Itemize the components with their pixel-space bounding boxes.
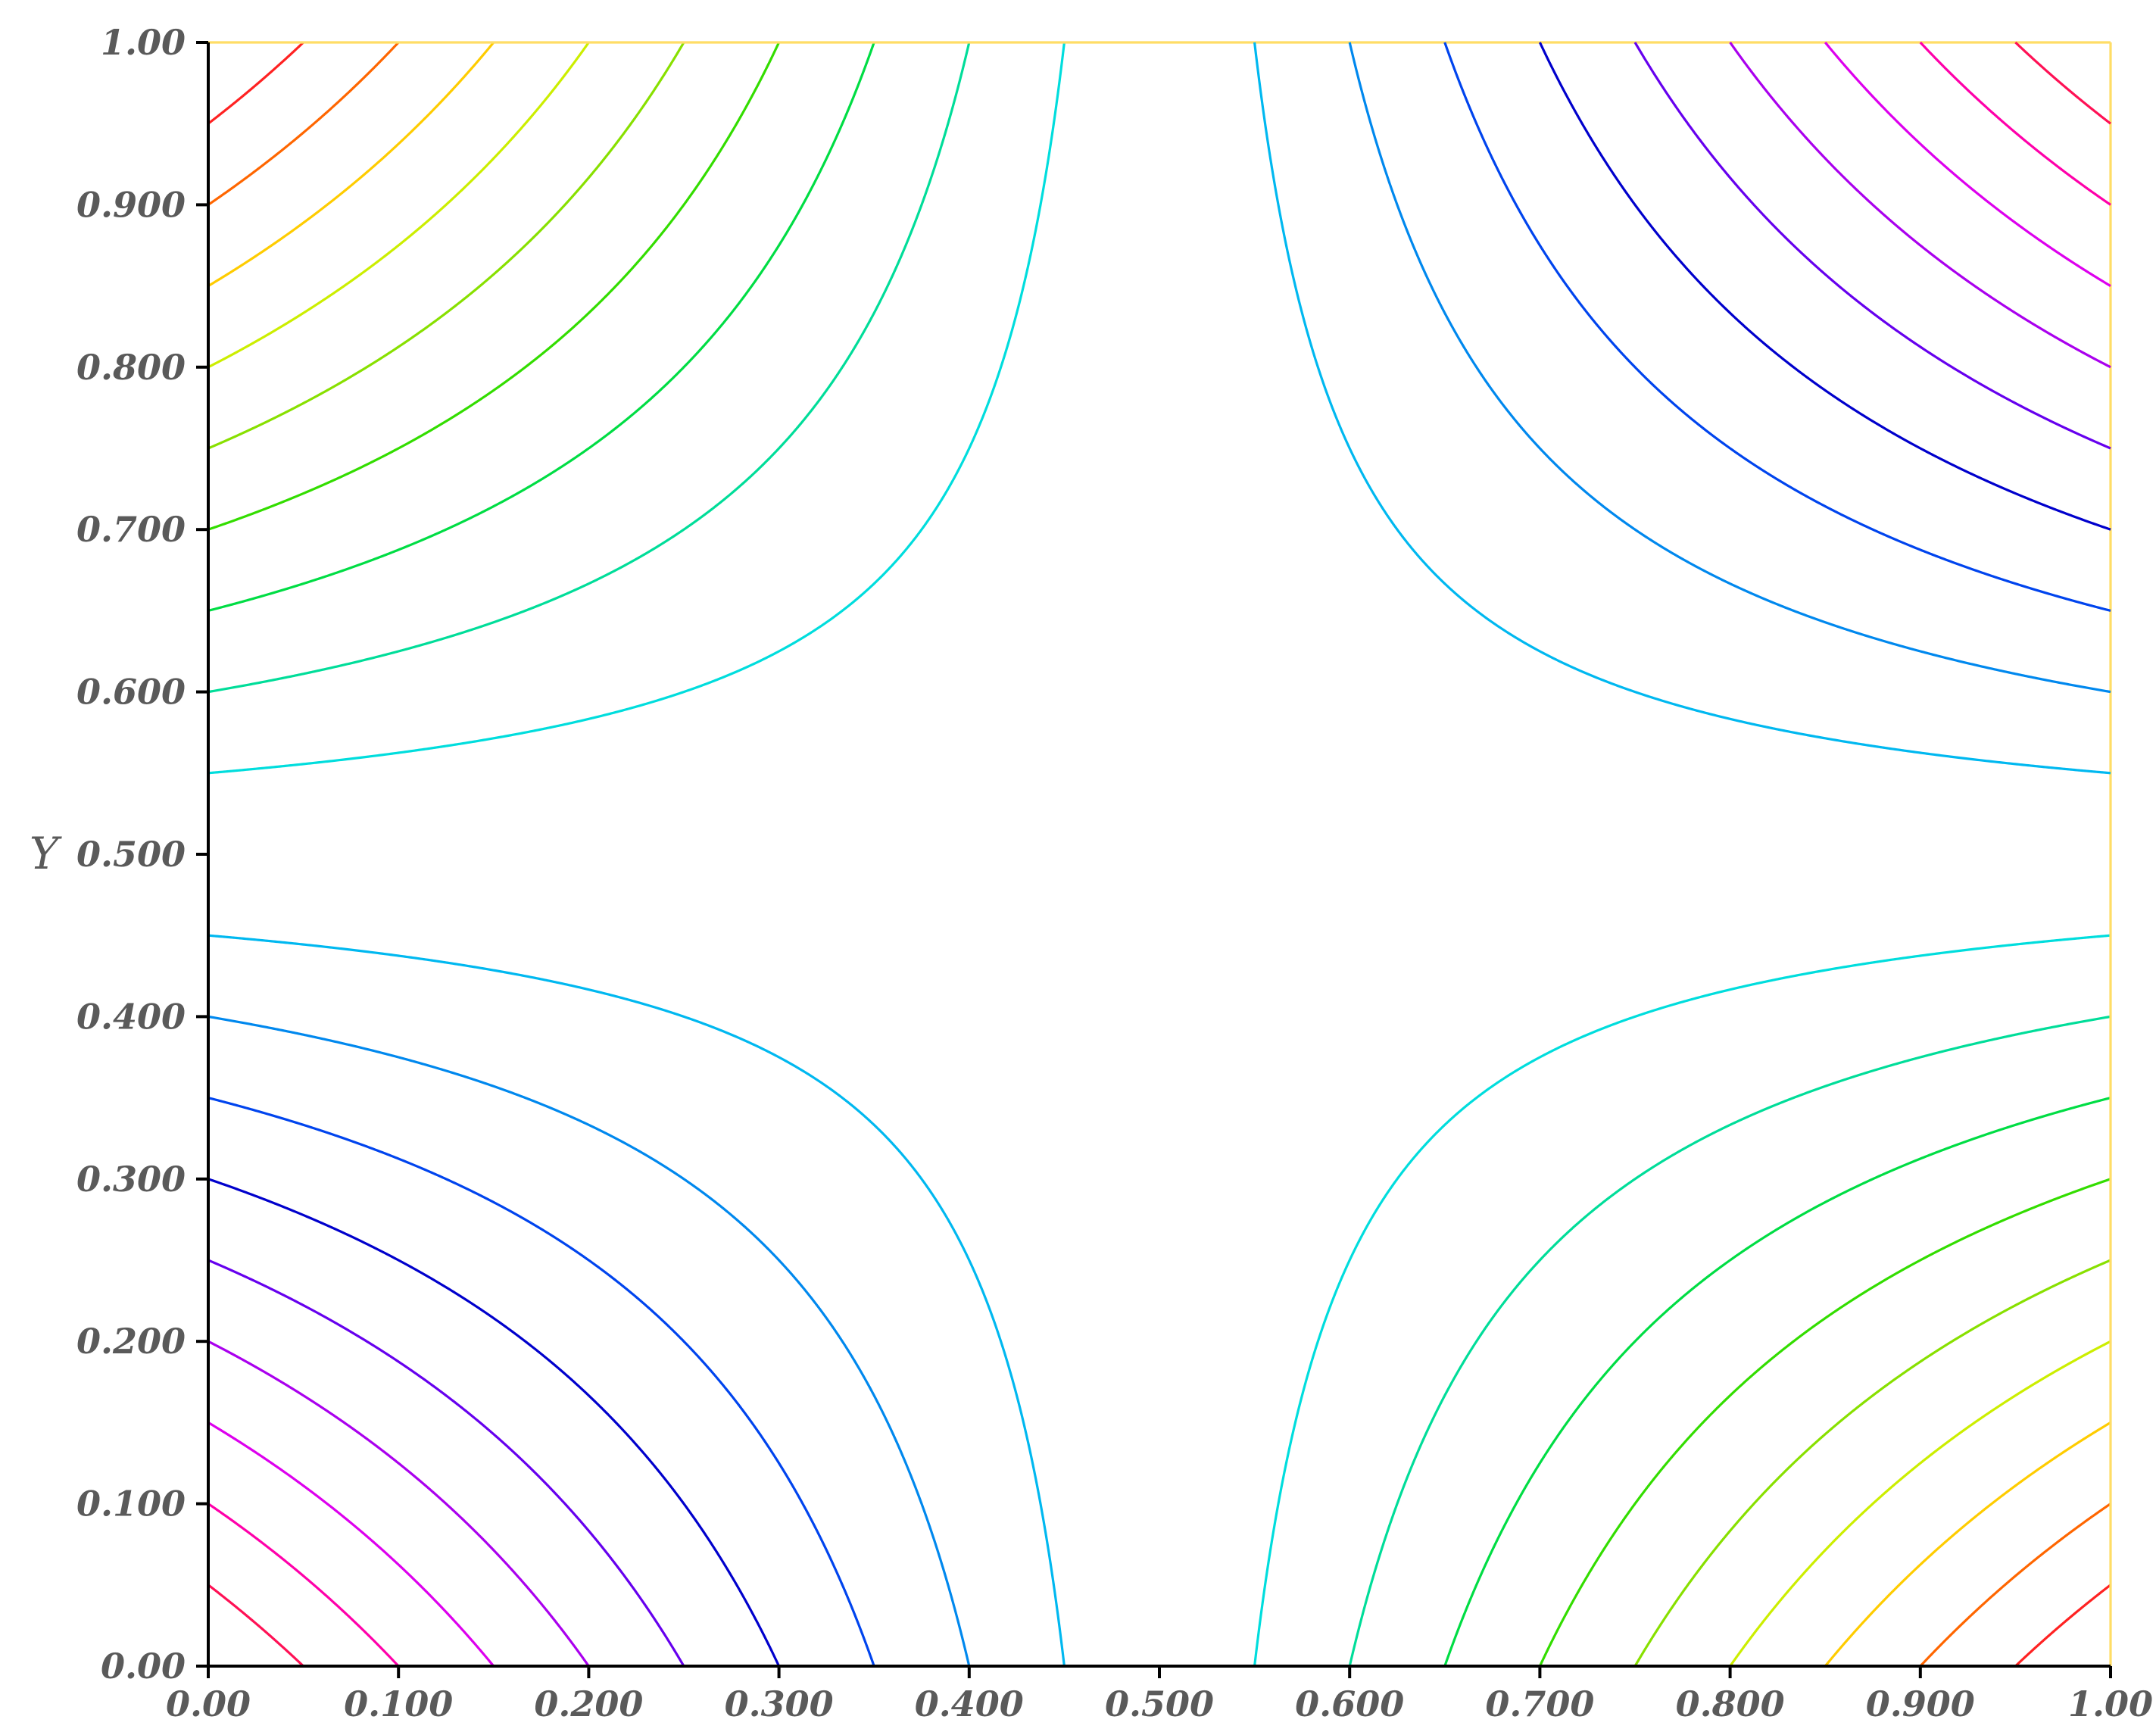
y-tick-label: 0.900 (76, 184, 186, 225)
y-tick-label: 0.300 (76, 1159, 186, 1200)
contour-line (1633, 42, 2111, 450)
contour-line (1443, 1097, 2111, 1667)
contour-line (207, 42, 781, 531)
contour-line (1253, 934, 2111, 1667)
contour-line (207, 42, 971, 694)
contour-line (1538, 1178, 2111, 1667)
axes (207, 42, 2111, 1668)
contour-lines (207, 41, 2112, 1668)
x-axis-ticks: 0.00 0.100 0.200 0.300 0.400 0.500 0.600 0.700 0… (166, 1666, 2153, 1724)
contour-line (207, 1340, 590, 1667)
x-tick-label: 0.800 (1676, 1684, 1785, 1724)
y-tick-label: 0.600 (76, 672, 186, 713)
contour-line (207, 41, 495, 287)
contour-line (1919, 41, 2111, 206)
y-tick-label: 0.500 (76, 834, 186, 875)
contour-line (1348, 1015, 2111, 1667)
y-axis-title: Y (30, 828, 62, 879)
contour-line (207, 1421, 495, 1668)
x-tick-label: 0.500 (1105, 1684, 1214, 1724)
y-tick-label: 0.00 (101, 1646, 186, 1687)
y-tick-label: 0.200 (76, 1321, 186, 1362)
y-axis-ticks: 0.00 0.100 0.200 0.300 0.400 0.500 0.600 0.700 0… (76, 22, 208, 1687)
y-tick-label: 0.800 (76, 347, 186, 388)
x-tick-label: 0.100 (344, 1684, 453, 1724)
contour-line (207, 41, 400, 206)
contour-line (207, 1259, 685, 1667)
contour-line (1824, 41, 2111, 287)
y-tick-label: 0.100 (76, 1484, 186, 1524)
contour-line (207, 42, 590, 369)
contour-line (1729, 42, 2111, 369)
contour-line (207, 934, 1066, 1667)
contour-line (2014, 1584, 2111, 1668)
y-tick-label: 0.400 (76, 996, 186, 1037)
x-tick-label: 1.00 (2068, 1684, 2153, 1724)
contour-line (1919, 1503, 2111, 1668)
contour-line (207, 1503, 400, 1668)
contour-line (207, 41, 304, 125)
y-tick-label: 1.00 (101, 22, 186, 63)
contour-line (1824, 1421, 2111, 1668)
x-tick-label: 0.200 (534, 1684, 643, 1724)
contour-line (207, 1178, 781, 1667)
contour-line (1538, 42, 2111, 531)
x-tick-label: 0.300 (725, 1684, 834, 1724)
contour-line (1633, 1259, 2111, 1667)
contour-line (207, 1584, 304, 1668)
contour-line (1348, 42, 2111, 694)
x-tick-label: 0.700 (1485, 1684, 1594, 1724)
contour-line (1253, 42, 2111, 775)
contour-line (207, 1097, 875, 1667)
x-tick-label: 0.00 (166, 1684, 251, 1724)
contour-line (207, 42, 1066, 775)
contour-line (207, 42, 875, 612)
contour-line (207, 1015, 971, 1667)
x-tick-label: 0.900 (1866, 1684, 1975, 1724)
x-tick-label: 0.600 (1295, 1684, 1404, 1724)
contour-line (207, 42, 685, 450)
x-tick-label: 0.400 (915, 1684, 1024, 1724)
contour-line (2014, 41, 2111, 125)
contour-line (1729, 1340, 2111, 1667)
y-tick-label: 0.700 (76, 509, 186, 550)
contour-line (1443, 42, 2111, 612)
